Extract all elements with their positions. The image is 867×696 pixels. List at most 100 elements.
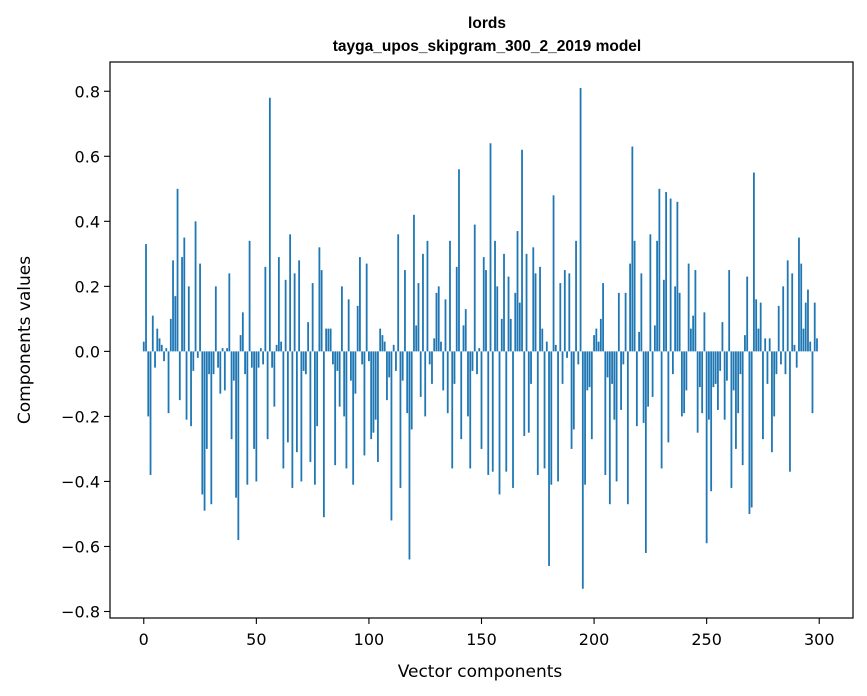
bar-component-81 (325, 328, 328, 352)
bar-component-287 (789, 351, 791, 472)
x-axis-label: Vector components (398, 662, 563, 682)
bar-component-194 (579, 88, 582, 352)
bar-component-244 (692, 315, 695, 352)
bar-component-63 (284, 279, 287, 352)
bar-component-120 (413, 214, 415, 352)
bar-component-188 (566, 351, 568, 358)
bar-component-254 (714, 351, 717, 384)
bar-component-242 (687, 263, 690, 352)
bar-component-212 (620, 351, 622, 410)
bar-component-184 (557, 351, 559, 482)
bar-component-152 (485, 270, 487, 352)
bar-component-195 (581, 351, 584, 589)
bar-component-140 (458, 169, 460, 352)
bar-component-50 (255, 351, 258, 482)
y-tick-label: 0.0 (75, 342, 100, 361)
bar-component-179 (545, 341, 548, 352)
bar-component-186 (561, 351, 564, 384)
bar-component-223 (644, 351, 647, 553)
bar-component-289 (793, 344, 796, 352)
bar-component-139 (455, 266, 458, 352)
bar-component-12 (169, 318, 172, 352)
bar-component-286 (786, 260, 789, 352)
bar-component-22 (192, 351, 195, 371)
bar-component-176 (539, 266, 541, 352)
bar-component-207 (608, 351, 611, 505)
bar-component-206 (606, 351, 609, 378)
bar-component-181 (550, 351, 553, 485)
bar-component-88 (341, 286, 343, 352)
bar-component-35 (221, 348, 224, 352)
bar-component-178 (543, 351, 546, 469)
bar-component-141 (460, 351, 463, 440)
bar-component-112 (395, 351, 397, 371)
bar-component-38 (228, 273, 231, 352)
bar-component-118 (408, 351, 411, 560)
bar-component-29 (208, 351, 210, 375)
bar-component-91 (347, 299, 350, 352)
bar-component-250 (705, 351, 708, 544)
bar-component-106 (381, 335, 384, 352)
bar-component-0 (142, 341, 145, 352)
bar-component-245 (694, 270, 697, 352)
x-axis: 0 50 100 150 200 250 300 (139, 618, 835, 649)
bar-component-48 (250, 351, 253, 368)
bar-component-278 (768, 338, 771, 352)
bar-component-227 (653, 325, 656, 352)
y-tick-label: −0.4 (61, 472, 100, 491)
y-axis: −0.8 −0.6 −0.4 −0.2 0.0 0.2 0.4 0.6 0.8 (61, 82, 110, 621)
bar-component-296 (809, 341, 812, 352)
bar-component-59 (275, 344, 278, 352)
bar-component-266 (741, 351, 744, 466)
bar-component-19 (185, 351, 188, 420)
bar-component-36 (223, 351, 226, 391)
bar-component-57 (271, 351, 274, 368)
bar-component-247 (699, 351, 701, 388)
bar-component-274 (759, 302, 762, 352)
bar-component-72 (304, 351, 307, 375)
bar-component-127 (428, 351, 431, 365)
bar-component-146 (471, 351, 474, 371)
bar-component-249 (703, 312, 706, 352)
bar-component-43 (239, 335, 242, 352)
y-tick-label: 0.2 (75, 277, 100, 296)
bar-component-291 (798, 237, 800, 352)
x-tick-label: 100 (354, 630, 385, 649)
bar-component-209 (613, 351, 616, 420)
bar-component-299 (816, 338, 818, 352)
bar-component-137 (451, 351, 454, 469)
bar-component-295 (807, 289, 809, 352)
bar-component-292 (800, 263, 803, 352)
bar-component-142 (462, 325, 465, 352)
bar-component-113 (397, 234, 400, 352)
bar-component-51 (257, 351, 260, 368)
bar-component-132 (440, 341, 442, 352)
bar-component-236 (674, 286, 677, 352)
bar-component-220 (638, 331, 641, 352)
bar-component-202 (597, 341, 600, 352)
bar-component-218 (633, 240, 636, 352)
x-tick-label: 0 (139, 630, 149, 649)
bar-component-270 (750, 351, 753, 508)
bar-component-251 (708, 351, 710, 420)
bar-component-30 (210, 351, 213, 505)
bar-component-13 (172, 260, 174, 352)
bar-component-7 (158, 338, 161, 352)
bar-component-197 (586, 351, 589, 391)
bar-component-149 (478, 348, 481, 352)
bar-component-69 (298, 260, 301, 352)
bar-component-138 (453, 351, 456, 384)
bar-component-34 (219, 351, 222, 394)
bar-component-40 (232, 351, 235, 381)
bar-component-108 (386, 351, 388, 401)
bar-component-89 (343, 351, 346, 417)
bar-component-116 (404, 270, 406, 352)
bar-component-211 (617, 292, 620, 352)
bar-component-54 (264, 266, 267, 352)
x-tick-label: 150 (466, 630, 497, 649)
bar-component-5 (154, 351, 156, 368)
bar-component-58 (273, 351, 276, 407)
bar-component-97 (361, 351, 364, 365)
bar-component-219 (635, 351, 638, 427)
